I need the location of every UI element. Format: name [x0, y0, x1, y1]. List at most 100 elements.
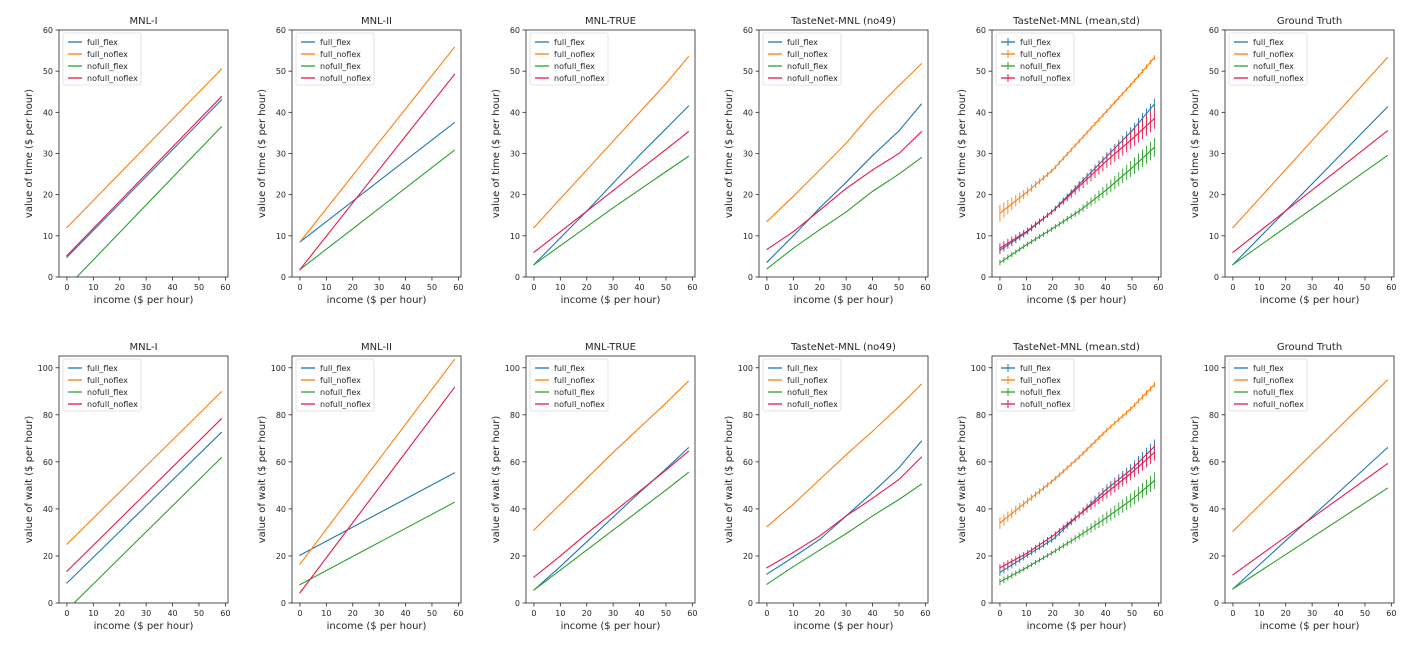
x-tick-label: 40 — [167, 283, 177, 292]
x-tick-label: 0 — [297, 609, 302, 618]
subplot-time-5: TasteNet-MNL (mean,std) 0 10 20 30 40 50 60 0 10 2… — [957, 16, 1163, 306]
data-point-full_noflex — [1052, 480, 1054, 482]
legend-label-nofull_noflex: nofull_noflex — [87, 400, 138, 409]
x-tick-label: 10 — [321, 609, 331, 618]
data-point-nofull_flex — [533, 589, 535, 591]
data-point-full_noflex — [665, 402, 667, 404]
y-axis-label: value of wait ($ per hour) — [491, 416, 502, 544]
data-point-nofull_noflex — [665, 148, 667, 150]
subplot-title: Ground Truth — [1277, 342, 1342, 353]
y-tick-label: 40 — [1209, 108, 1219, 117]
legend: full_flex full_noflex nofull_flex nofull_no… — [295, 358, 375, 412]
x-tick-label: 40 — [867, 609, 877, 618]
x-tick-label: 20 — [582, 609, 592, 618]
legend-label-nofull_noflex: nofull_noflex — [787, 74, 838, 83]
legend: full_flex full_noflex nofull_flex nofull_no… — [995, 32, 1075, 86]
data-point-nofull_flex — [1052, 227, 1054, 230]
x-tick-label: 30 — [374, 609, 384, 618]
data-point-nofull_flex — [220, 126, 222, 128]
x-tick-label: 10 — [1021, 283, 1031, 292]
x-axis-label: income ($ per hour) — [561, 621, 661, 632]
x-tick-label: 0 — [64, 283, 69, 292]
subplot-time-2: MNL-II 0 10 20 30 40 50 60 0 10 20 30 40 50 60 income (… — [257, 16, 463, 306]
x-tick-label: 50 — [1127, 609, 1137, 618]
legend: full_flex full_noflex nofull_flex nofull_no… — [762, 32, 842, 86]
y-tick-label: 0 — [1214, 273, 1219, 282]
data-point-full_flex — [638, 154, 641, 156]
y-tick-label: 100 — [38, 364, 53, 373]
subplot-time-4: TasteNet-MNL (no49) 0 10 20 30 40 50 60 0 10 20 30 4… — [724, 16, 930, 306]
data-point-full_flex — [559, 565, 561, 568]
subplot-wait-1: MNL-I 0 20 40 60 80 100 0 10 20 30 40 50 60 income ($ … — [24, 342, 230, 632]
x-tick-label: 60 — [220, 283, 230, 292]
data-point-full_flex — [220, 431, 222, 434]
legend-label-nofull_flex: nofull_flex — [554, 62, 595, 71]
data-point-full_noflex — [766, 525, 768, 528]
data-point-full_noflex — [999, 522, 1001, 524]
data-point-nofull_noflex — [1153, 117, 1155, 120]
data-point-nofull_noflex — [299, 592, 301, 594]
data-point-nofull_noflex — [1078, 185, 1080, 188]
data-point-nofull_flex — [453, 149, 455, 151]
subplot-title: MNL-II — [361, 342, 392, 353]
x-tick-label: 0 — [997, 609, 1002, 618]
axes-frame — [291, 29, 462, 278]
legend-label-full_noflex: full_noflex — [554, 50, 595, 59]
x-tick-label: 30 — [141, 283, 151, 292]
data-point-nofull_noflex — [1025, 553, 1027, 555]
data-point-full_flex — [1386, 447, 1388, 449]
legend-label-full_noflex: full_noflex — [1253, 50, 1294, 59]
legend-box — [62, 358, 142, 412]
data-point-full_noflex — [533, 529, 535, 531]
y-axis-label: value of time ($ per hour) — [724, 89, 735, 218]
subplot-title: MNL-TRUE — [585, 342, 636, 353]
y-tick-label: 40 — [43, 505, 53, 514]
y-tick-label: 10 — [743, 232, 753, 241]
legend-label-nofull_flex: nofull_flex — [87, 388, 128, 397]
y-tick-label: 80 — [510, 411, 520, 420]
data-point-nofull_noflex — [533, 576, 535, 578]
y-tick-label: 20 — [276, 552, 286, 561]
y-tick-label: 80 — [276, 411, 286, 420]
y-tick-label: 50 — [1209, 67, 1219, 76]
legend: full_flex full_noflex nofull_flex nofull_no… — [1228, 32, 1308, 86]
y-tick-label: 30 — [1209, 150, 1219, 159]
x-tick-label: 50 — [194, 609, 204, 618]
data-point-full_flex — [920, 103, 922, 105]
x-tick-label: 10 — [788, 283, 798, 292]
data-point-full_noflex — [1025, 501, 1027, 503]
legend-label-full_flex: full_flex — [87, 364, 118, 373]
data-point-nofull_noflex — [871, 497, 874, 499]
legend-label-nofull_noflex: nofull_noflex — [554, 400, 605, 409]
axes-frame — [58, 29, 229, 278]
data-point-full_flex — [612, 516, 614, 518]
x-tick-label: 20 — [115, 283, 125, 292]
y-axis-label: value of wait ($ per hour) — [24, 416, 35, 544]
x-tick-label: 60 — [1386, 283, 1396, 292]
x-tick-label: 30 — [1307, 609, 1317, 618]
data-point-nofull_flex — [638, 509, 641, 511]
data-point-full_noflex — [1386, 379, 1388, 381]
y-tick-label: 30 — [276, 150, 286, 159]
legend-box — [295, 358, 375, 412]
x-tick-label: 0 — [1230, 609, 1235, 618]
series-line-nofull_flex — [999, 480, 1155, 583]
legend-label-nofull_flex: nofull_flex — [554, 388, 595, 397]
data-point-nofull_flex — [1131, 498, 1133, 501]
legend-label-nofull_noflex: nofull_noflex — [320, 400, 371, 409]
data-point-full_flex — [66, 256, 68, 258]
data-point-nofull_flex — [845, 211, 847, 213]
y-tick-label: 40 — [976, 108, 986, 117]
data-point-full_flex — [1386, 106, 1388, 108]
data-point-nofull_flex — [533, 264, 535, 266]
data-point-full_flex — [792, 235, 794, 237]
data-point-full_noflex — [612, 451, 614, 454]
subplot-title: Ground Truth — [1277, 16, 1342, 27]
y-tick-label: 100 — [738, 364, 753, 373]
data-point-full_noflex — [871, 111, 874, 113]
data-point-nofull_flex — [299, 584, 301, 586]
data-point-nofull_noflex — [1153, 451, 1155, 454]
data-point-nofull_flex — [1386, 487, 1388, 489]
legend-label-full_noflex: full_noflex — [1253, 376, 1294, 385]
y-tick-label: 80 — [1209, 411, 1219, 420]
